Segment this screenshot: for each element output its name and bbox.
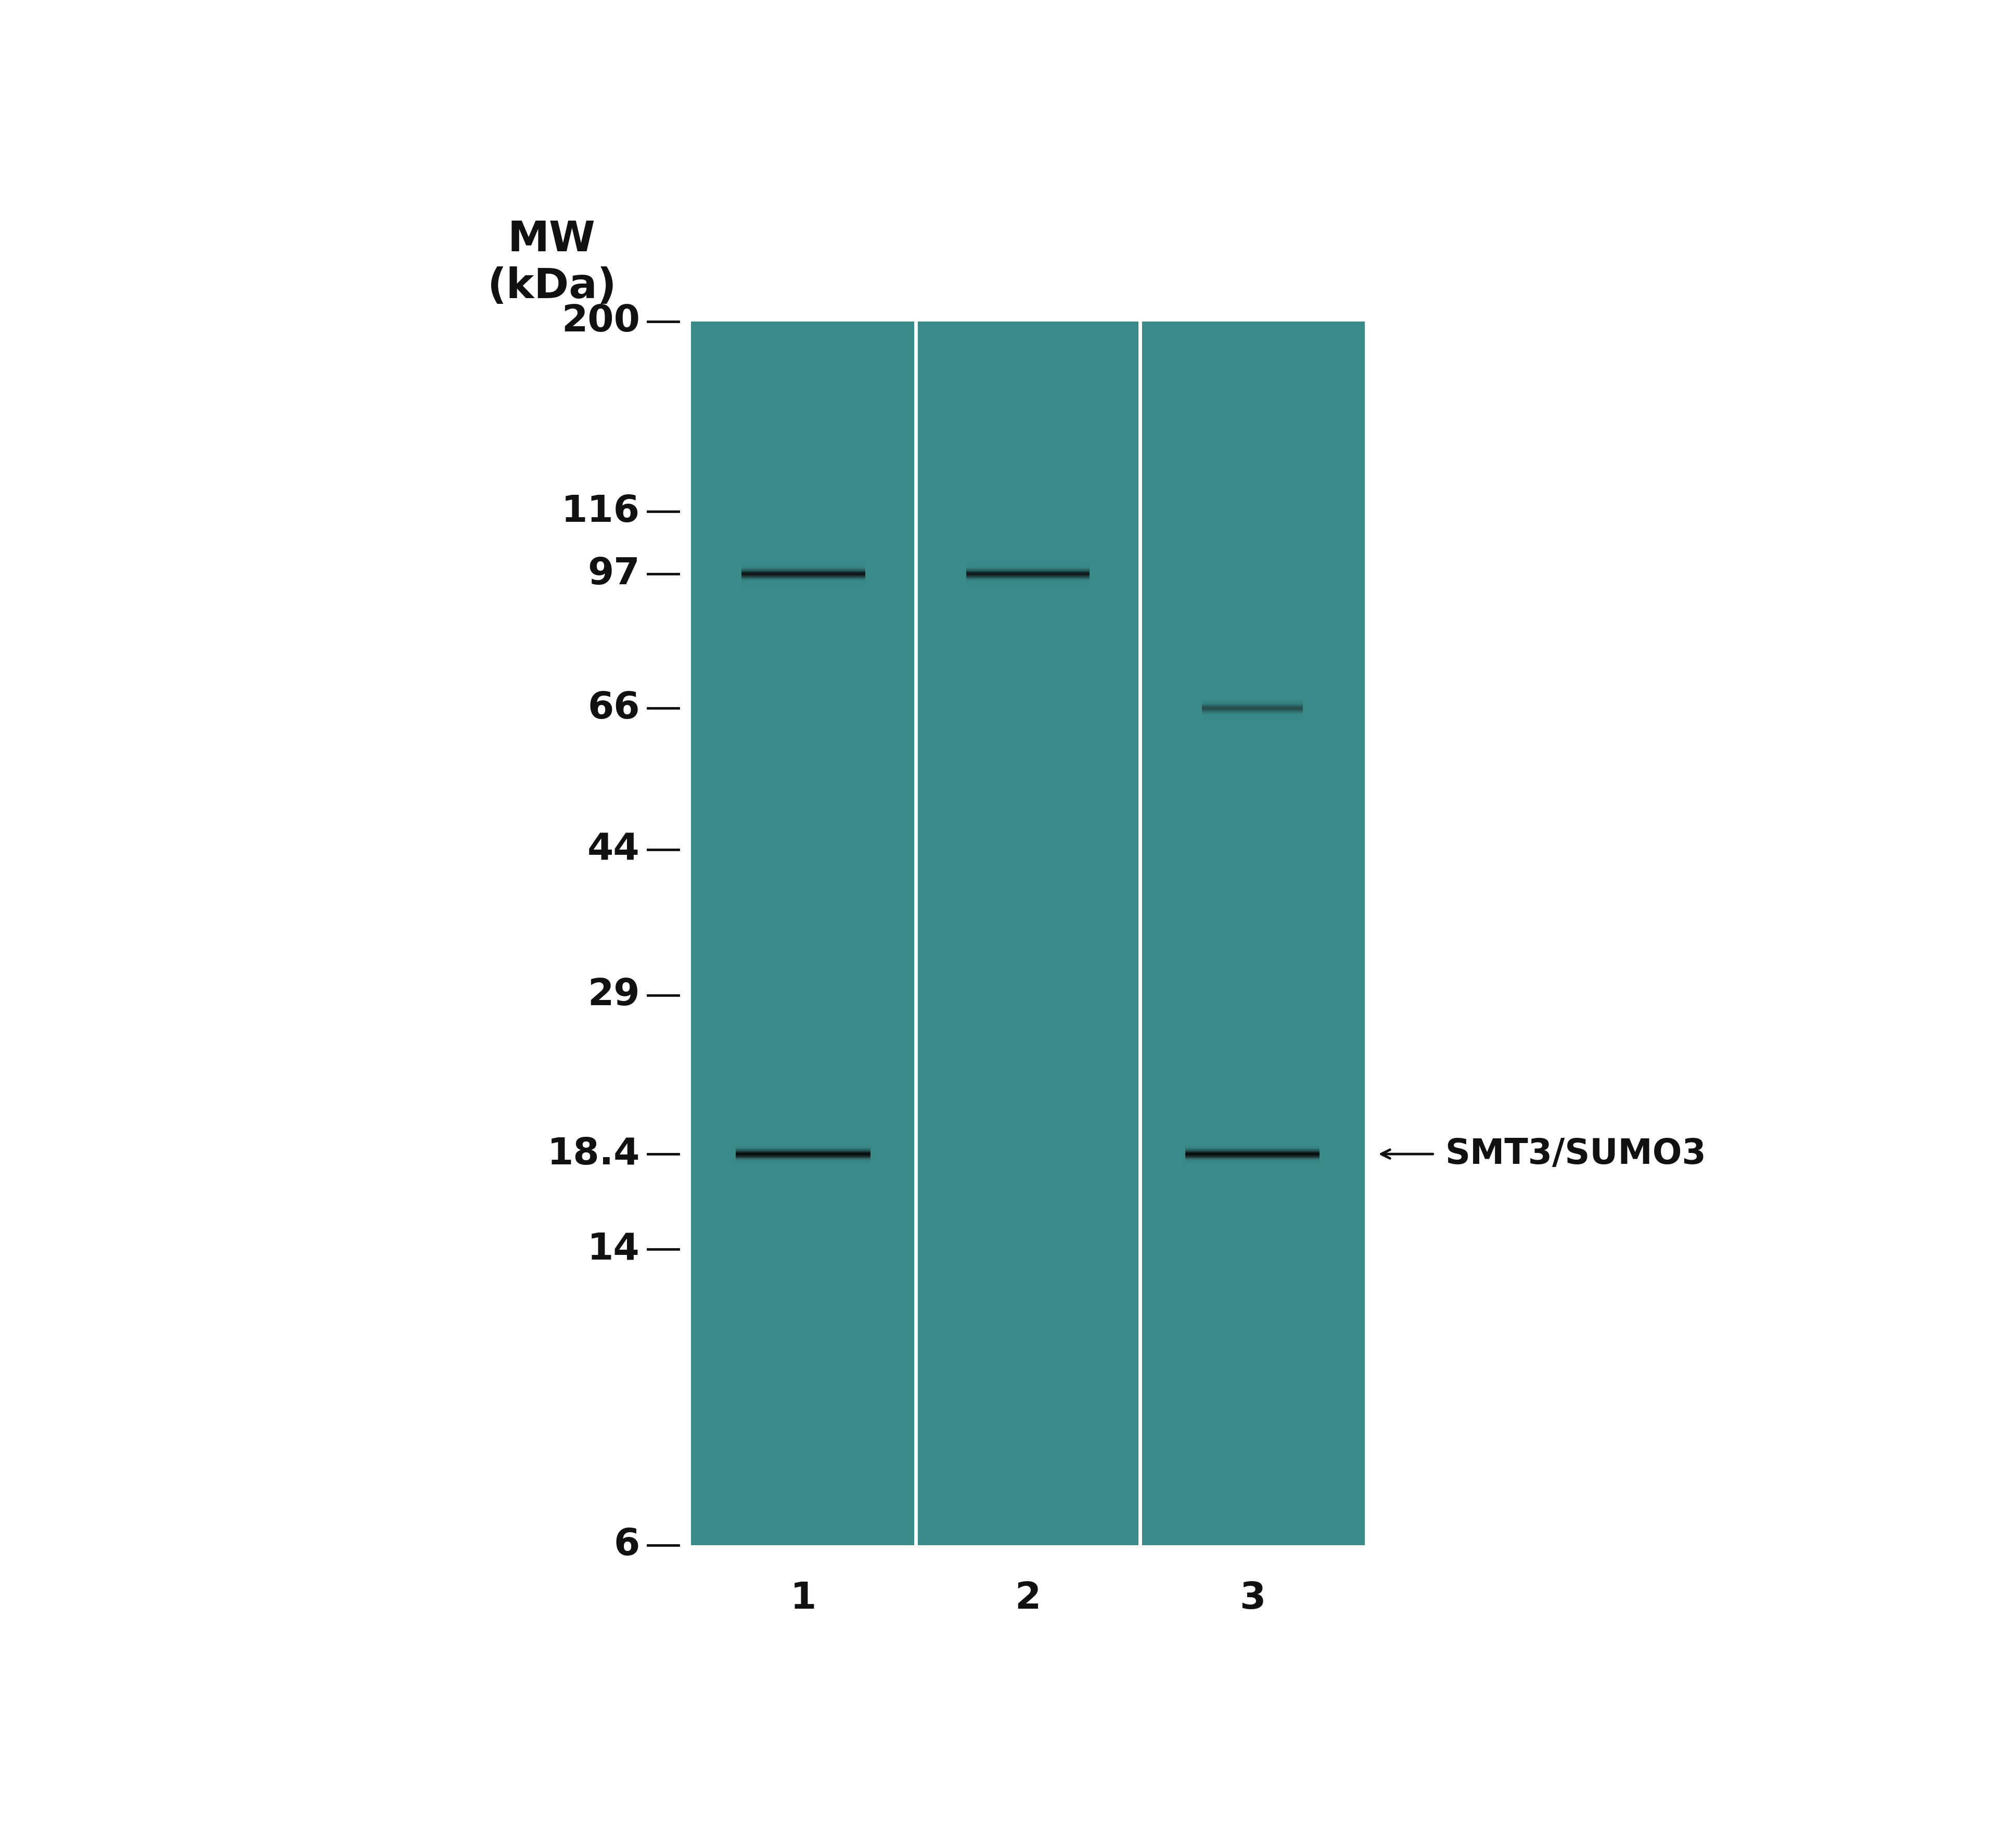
Text: 14: 14 — [587, 1231, 639, 1268]
Text: SMT3/SUMO3: SMT3/SUMO3 — [1445, 1137, 1706, 1172]
Text: 1: 1 — [791, 1580, 817, 1617]
Text: MW
(kDa): MW (kDa) — [488, 220, 615, 307]
Text: 18.4: 18.4 — [547, 1137, 639, 1172]
Text: 44: 44 — [587, 832, 639, 869]
Bar — [691, 322, 1365, 1545]
Text: 2: 2 — [1015, 1580, 1041, 1617]
Text: 200: 200 — [561, 303, 639, 340]
Text: 66: 66 — [587, 691, 639, 726]
Text: 116: 116 — [561, 493, 639, 529]
Text: 29: 29 — [587, 978, 639, 1013]
Text: 3: 3 — [1239, 1580, 1265, 1617]
Text: 97: 97 — [587, 556, 639, 591]
Text: 6: 6 — [613, 1526, 639, 1563]
